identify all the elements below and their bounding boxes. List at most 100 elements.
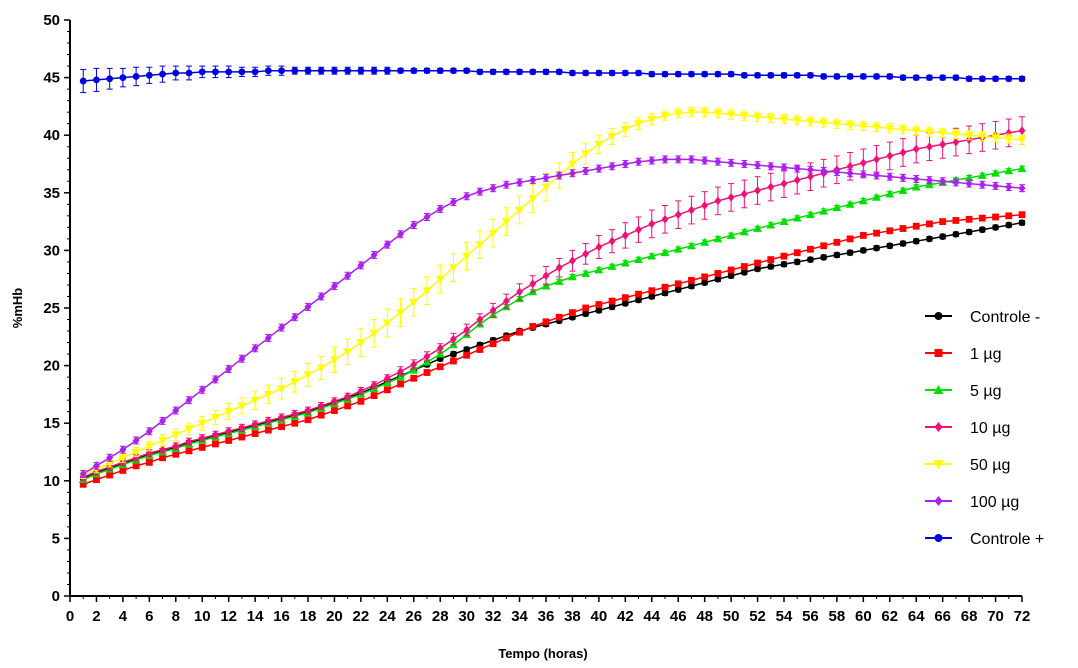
data-point (184, 425, 194, 434)
data-point (899, 74, 907, 81)
data-point (132, 453, 140, 463)
y-tick-label: 45 (43, 70, 60, 87)
legend-item: 1 µg (925, 346, 1001, 363)
x-tick-label: 42 (617, 608, 634, 625)
x-tick-label: 68 (961, 608, 978, 625)
data-point (700, 237, 710, 246)
data-point (647, 115, 657, 124)
data-point (978, 226, 986, 234)
data-point (779, 115, 789, 124)
data-point (898, 126, 908, 134)
data-point (212, 68, 219, 76)
data-point (992, 213, 999, 221)
data-point (344, 67, 352, 75)
data-point (911, 182, 921, 191)
data-point (938, 129, 948, 138)
data-point (423, 67, 431, 75)
data-point (198, 385, 206, 395)
data-point (568, 272, 577, 281)
data-point (859, 247, 867, 254)
data-point (145, 458, 153, 466)
data-point (661, 214, 669, 224)
data-point (330, 356, 339, 365)
data-point (542, 318, 550, 326)
data-point (674, 210, 682, 220)
data-point (952, 74, 960, 81)
data-point (515, 206, 524, 215)
data-point (885, 189, 895, 198)
data-point (899, 148, 907, 157)
x-tick-label: 38 (564, 608, 581, 625)
data-point (833, 238, 841, 246)
series-line (82, 129, 1023, 479)
data-point (753, 224, 762, 232)
data-point (119, 467, 127, 474)
data-point (780, 71, 788, 79)
x-tick-label: 0 (66, 608, 74, 625)
data-point (965, 228, 973, 236)
data-point (991, 168, 1000, 177)
x-tick-label: 28 (432, 608, 449, 625)
data-point (542, 68, 550, 76)
data-point (859, 232, 867, 239)
data-point (212, 430, 219, 440)
data-point (793, 71, 801, 79)
data-point (701, 273, 709, 281)
data-point (383, 386, 391, 394)
series-3 (78, 164, 1027, 484)
data-point (238, 68, 246, 76)
data-point (303, 371, 313, 380)
data-point (463, 325, 471, 335)
data-point (489, 68, 497, 76)
data-point (1018, 126, 1026, 135)
data-point (582, 304, 590, 312)
data-point (846, 235, 854, 243)
data-point (767, 161, 775, 171)
y-tick-label: 10 (43, 473, 60, 490)
y-tick-label: 15 (43, 415, 60, 432)
data-point (450, 197, 457, 207)
data-point (648, 156, 656, 165)
data-point (1017, 136, 1027, 145)
data-point (820, 253, 828, 261)
data-point (701, 156, 709, 165)
data-point (357, 260, 365, 270)
data-point (423, 369, 431, 376)
data-point (780, 260, 788, 268)
data-point (225, 426, 233, 436)
data-point (714, 196, 722, 206)
x-tick-label: 34 (511, 608, 528, 625)
data-point (807, 71, 814, 79)
data-point (688, 70, 695, 78)
data-point (476, 346, 484, 353)
data-point (582, 69, 590, 77)
data-point (872, 123, 881, 132)
data-point (595, 306, 603, 314)
data-point (581, 269, 591, 277)
data-point (992, 181, 999, 191)
data-point (476, 187, 484, 197)
data-point (158, 437, 167, 445)
data-point (1005, 128, 1013, 138)
data-point (792, 213, 802, 222)
data-point (595, 301, 603, 308)
data-point (304, 302, 312, 312)
data-point (926, 235, 933, 243)
data-point (648, 219, 656, 229)
legend-marker (933, 385, 944, 394)
legend-marker (934, 534, 943, 542)
data-point (555, 171, 563, 180)
data-point (674, 154, 682, 164)
x-tick-label: 4 (119, 608, 128, 625)
data-point (674, 286, 682, 293)
data-point (93, 76, 100, 84)
data-point (925, 128, 934, 137)
data-point (766, 114, 776, 123)
data-point (105, 460, 115, 468)
data-point (225, 68, 233, 76)
data-point (873, 229, 880, 237)
data-point (767, 256, 775, 264)
data-point (396, 309, 405, 318)
data-point (582, 310, 590, 318)
